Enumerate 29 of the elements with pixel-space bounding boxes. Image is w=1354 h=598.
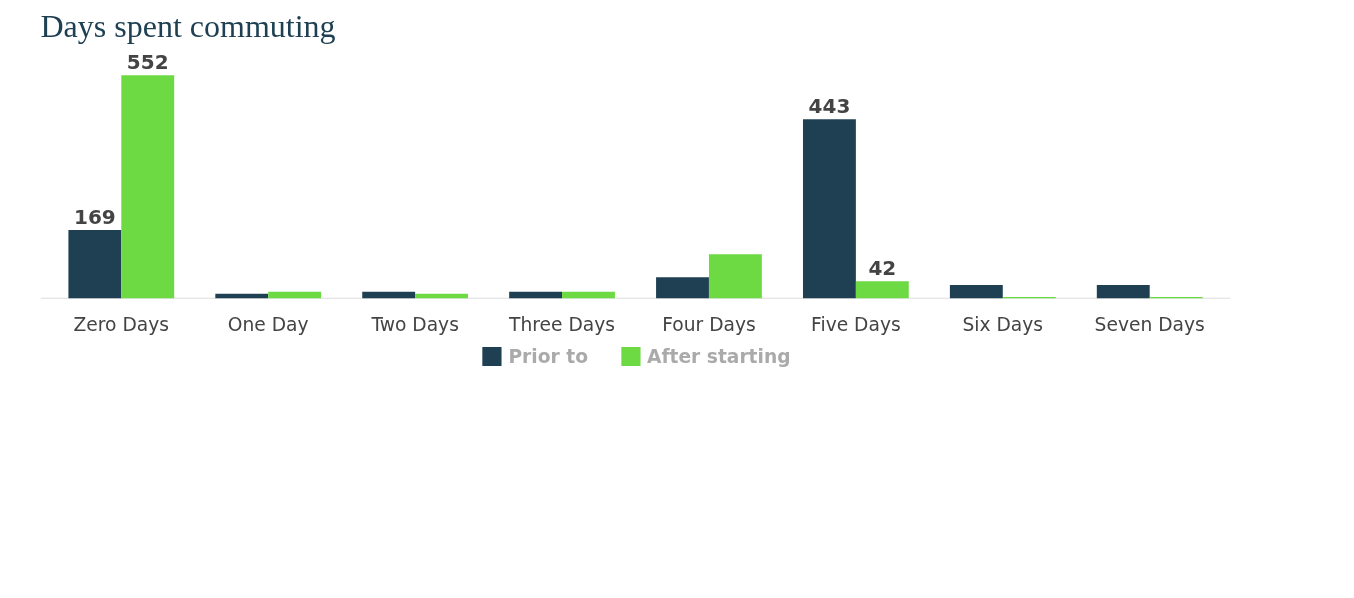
- bar: [68, 229, 122, 299]
- bar: [802, 119, 856, 299]
- legend-label: Prior to: [508, 345, 588, 367]
- chart-title: Days spent commuting: [40, 7, 336, 44]
- bar: [949, 284, 1003, 299]
- x-tick-label: One Day: [227, 314, 309, 336]
- x-tick-label: Two Days: [370, 314, 459, 336]
- bar: [708, 254, 762, 299]
- bar: [509, 291, 563, 299]
- bar: [855, 281, 909, 299]
- x-tick-label: Five Days: [811, 314, 901, 336]
- bar: [121, 75, 175, 299]
- bar: [268, 291, 322, 299]
- legend-label: After starting: [646, 345, 791, 367]
- bar: [656, 277, 709, 299]
- bar: [1096, 284, 1150, 299]
- bar: [215, 293, 269, 299]
- data-label: 42: [868, 256, 897, 281]
- x-tick-label: Zero Days: [73, 314, 170, 336]
- x-tick-label: Three Days: [508, 314, 616, 336]
- data-label: 443: [808, 94, 851, 119]
- x-tick-label: Six Days: [962, 314, 1044, 336]
- x-tick-label: Seven Days: [1094, 314, 1205, 336]
- bar: [562, 291, 615, 299]
- data-label: 169: [73, 204, 116, 229]
- data-label: 552: [126, 50, 169, 75]
- bar: [362, 291, 416, 299]
- x-tick-label: Four Days: [662, 314, 756, 336]
- bar: [415, 293, 469, 299]
